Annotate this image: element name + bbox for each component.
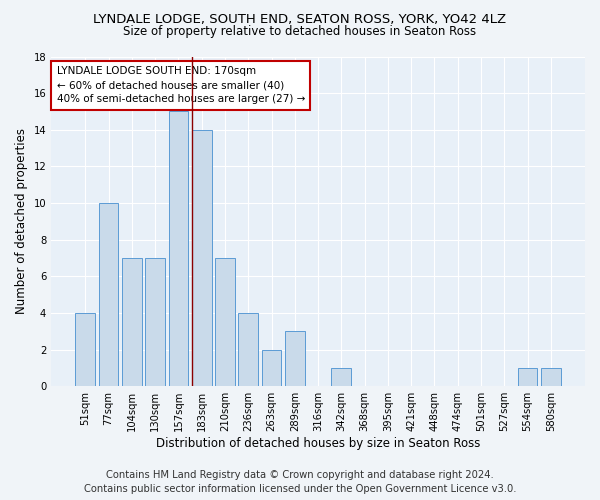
Text: LYNDALE LODGE, SOUTH END, SEATON ROSS, YORK, YO42 4LZ: LYNDALE LODGE, SOUTH END, SEATON ROSS, Y…: [94, 12, 506, 26]
Bar: [518, 368, 538, 386]
Bar: [99, 203, 118, 386]
Bar: [169, 112, 188, 386]
Bar: [285, 332, 305, 386]
Text: LYNDALE LODGE SOUTH END: 170sqm
← 60% of detached houses are smaller (40)
40% of: LYNDALE LODGE SOUTH END: 170sqm ← 60% of…: [56, 66, 305, 104]
Bar: [192, 130, 212, 386]
Text: Size of property relative to detached houses in Seaton Ross: Size of property relative to detached ho…: [124, 25, 476, 38]
Y-axis label: Number of detached properties: Number of detached properties: [15, 128, 28, 314]
Bar: [541, 368, 561, 386]
Bar: [331, 368, 351, 386]
X-axis label: Distribution of detached houses by size in Seaton Ross: Distribution of detached houses by size …: [156, 437, 480, 450]
Bar: [122, 258, 142, 386]
Text: Contains HM Land Registry data © Crown copyright and database right 2024.
Contai: Contains HM Land Registry data © Crown c…: [84, 470, 516, 494]
Bar: [238, 313, 258, 386]
Bar: [145, 258, 165, 386]
Bar: [262, 350, 281, 386]
Bar: [215, 258, 235, 386]
Bar: [76, 313, 95, 386]
